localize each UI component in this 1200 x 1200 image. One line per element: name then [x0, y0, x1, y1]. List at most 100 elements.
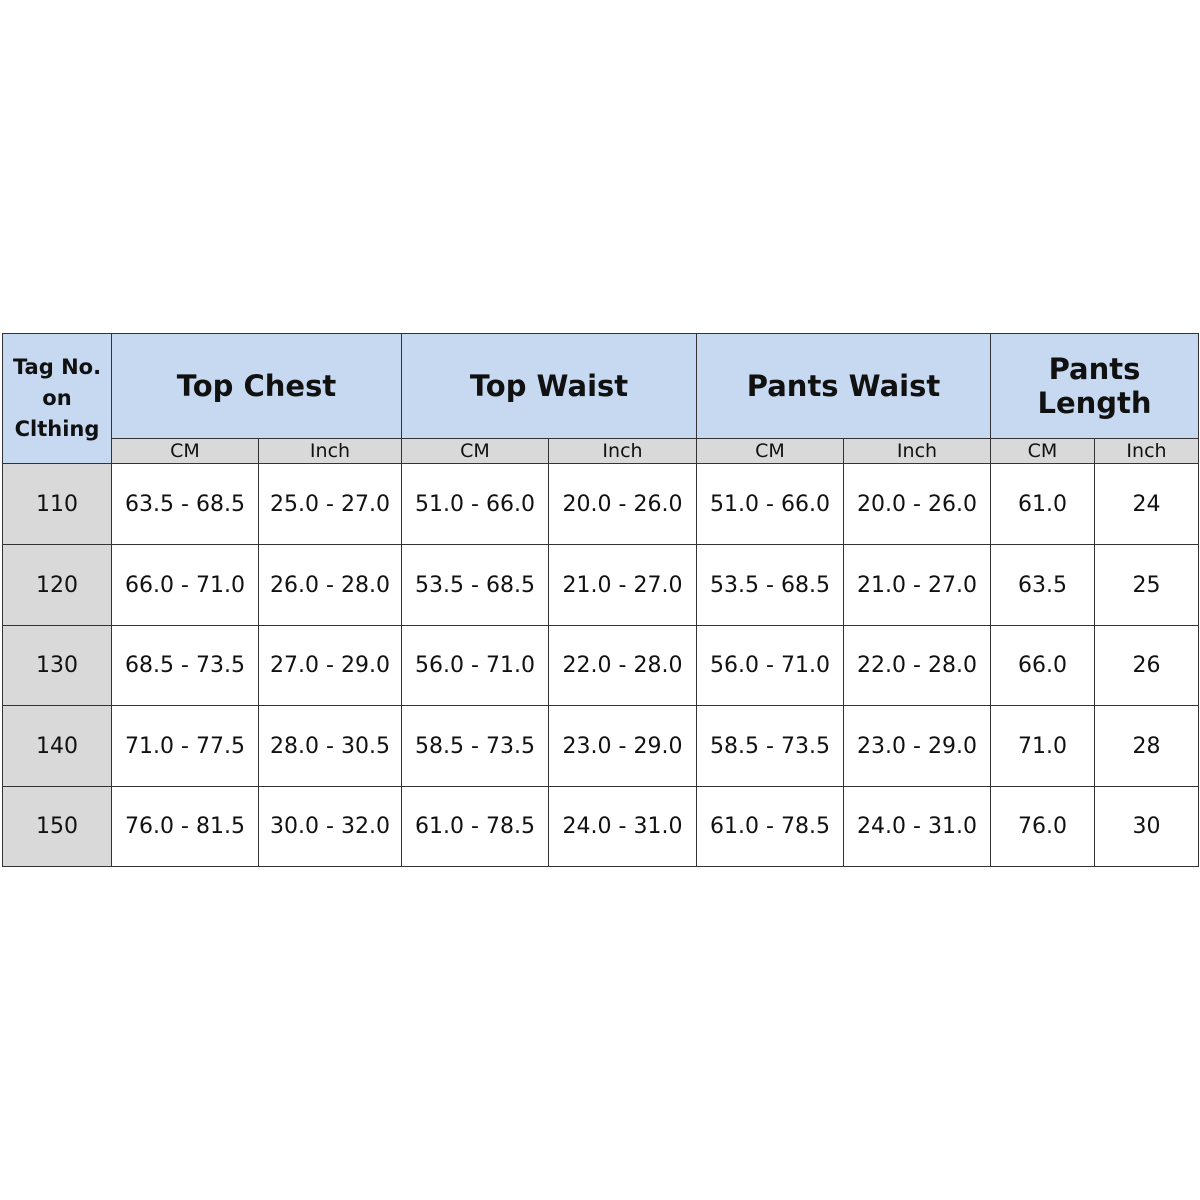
table-cell: 24	[1094, 463, 1199, 545]
table-cell: 63.5 - 68.5	[111, 463, 259, 545]
unit-header-text: Inch	[1126, 440, 1167, 462]
cell-text: 56.0 - 71.0	[710, 653, 830, 678]
cell-text: 58.5 - 73.5	[710, 733, 830, 759]
cell-text: 27.0 - 29.0	[270, 653, 390, 678]
cell-text: 56.0 - 71.0	[415, 653, 535, 678]
table-cell: 58.5 - 73.5	[401, 705, 549, 787]
table-cell: 28	[1094, 705, 1199, 787]
cell-text: 21.0 - 27.0	[857, 572, 977, 598]
row-header: 140	[2, 705, 112, 787]
cell-text: 71.0	[1018, 733, 1067, 759]
table-cell: 61.0 - 78.5	[401, 786, 549, 867]
tag-header-line: Tag No.	[12, 355, 102, 379]
unit-header-text: CM	[1027, 440, 1058, 462]
cell-text: 23.0 - 29.0	[857, 733, 977, 759]
table-cell: 26	[1094, 625, 1199, 706]
table-cell: 56.0 - 71.0	[696, 625, 844, 706]
group-header: Top Waist	[401, 333, 697, 439]
unit-header-text: CM	[170, 440, 200, 462]
table-cell: 51.0 - 66.0	[696, 463, 844, 545]
cell-text: 63.5	[1018, 572, 1067, 598]
cell-text: 20.0 - 26.0	[857, 491, 977, 517]
table-cell: 24.0 - 31.0	[843, 786, 991, 867]
table-cell: 76.0	[990, 786, 1095, 867]
table-cell: 21.0 - 27.0	[548, 544, 697, 626]
cell-text: 66.0	[1018, 653, 1067, 678]
tag-header-line: on	[42, 386, 72, 410]
group-header: Top Chest	[111, 333, 402, 439]
cell-text: 66.0 - 71.0	[125, 572, 245, 598]
group-header-text: Top Waist	[469, 369, 629, 403]
table-cell: 21.0 - 27.0	[843, 544, 991, 626]
table-cell: 27.0 - 29.0	[258, 625, 402, 706]
group-header-text: Pants Waist	[746, 369, 941, 403]
cell-text: 30.0 - 32.0	[270, 814, 390, 839]
table-cell: 58.5 - 73.5	[696, 705, 844, 787]
cell-text: 23.0 - 29.0	[562, 733, 683, 759]
cell-text: 61.0	[1018, 491, 1067, 517]
cell-text: 61.0 - 78.5	[710, 814, 830, 839]
cell-text: 21.0 - 27.0	[562, 572, 683, 598]
cell-text: 140	[36, 733, 78, 759]
cell-text: 24.0 - 31.0	[562, 814, 683, 839]
table-cell: 30	[1094, 786, 1199, 867]
table-cell: 28.0 - 30.5	[258, 705, 402, 787]
table-cell: 66.0 - 71.0	[111, 544, 259, 626]
unit-header-text: Inch	[602, 440, 643, 462]
table-cell: 61.0 - 78.5	[696, 786, 844, 867]
cell-text: 25.0 - 27.0	[270, 491, 390, 517]
cell-text: 71.0 - 77.5	[125, 733, 245, 759]
table-cell: 63.5	[990, 544, 1095, 626]
unit-header: Inch	[548, 438, 697, 464]
unit-header: Inch	[843, 438, 991, 464]
unit-header: CM	[401, 438, 549, 464]
cell-text: 20.0 - 26.0	[562, 491, 683, 517]
group-header: Pants Length	[990, 333, 1199, 439]
unit-header: CM	[990, 438, 1095, 464]
cell-text: 110	[36, 491, 78, 517]
group-header: Pants Waist	[696, 333, 991, 439]
group-header-text: Top Chest	[176, 369, 337, 403]
cell-text: 22.0 - 28.0	[857, 653, 977, 678]
table-cell: 22.0 - 28.0	[548, 625, 697, 706]
unit-header-text: Inch	[896, 440, 938, 462]
cell-text: 26.0 - 28.0	[270, 572, 390, 598]
cell-text: 63.5 - 68.5	[125, 491, 245, 517]
table-cell: 53.5 - 68.5	[696, 544, 844, 626]
group-header-text: Pants Length	[1037, 352, 1152, 420]
unit-header: CM	[111, 438, 259, 464]
cell-text: 130	[36, 653, 78, 678]
table-cell: 25	[1094, 544, 1199, 626]
row-header: 150	[2, 786, 112, 867]
table-cell: 53.5 - 68.5	[401, 544, 549, 626]
table-cell: 25.0 - 27.0	[258, 463, 402, 545]
table-cell: 20.0 - 26.0	[548, 463, 697, 545]
unit-header-text: Inch	[309, 440, 351, 462]
cell-text: 68.5 - 73.5	[125, 653, 245, 678]
table-cell: 23.0 - 29.0	[548, 705, 697, 787]
cell-text: 30	[1132, 814, 1161, 839]
cell-text: 61.0 - 78.5	[415, 814, 535, 839]
cell-text: 22.0 - 28.0	[562, 653, 683, 678]
table-cell: 22.0 - 28.0	[843, 625, 991, 706]
cell-text: 76.0	[1018, 814, 1067, 839]
cell-text: 26	[1132, 653, 1161, 678]
cell-text: 53.5 - 68.5	[415, 572, 535, 598]
unit-header: CM	[696, 438, 844, 464]
unit-header: Inch	[1094, 438, 1199, 464]
cell-text: 53.5 - 68.5	[710, 572, 830, 598]
cell-text: 25	[1132, 572, 1161, 598]
tag-header: Tag No. on Clthing	[2, 333, 112, 464]
row-header: 110	[2, 463, 112, 545]
row-header: 120	[2, 544, 112, 626]
cell-text: 150	[36, 814, 78, 839]
cell-text: 51.0 - 66.0	[415, 491, 535, 517]
cell-text: 24.0 - 31.0	[857, 814, 977, 839]
tag-header-line: Clthing	[14, 417, 100, 441]
cell-text: 28.0 - 30.5	[270, 733, 390, 759]
table-cell: 26.0 - 28.0	[258, 544, 402, 626]
table-cell: 71.0 - 77.5	[111, 705, 259, 787]
table-cell: 61.0	[990, 463, 1095, 545]
table-cell: 23.0 - 29.0	[843, 705, 991, 787]
